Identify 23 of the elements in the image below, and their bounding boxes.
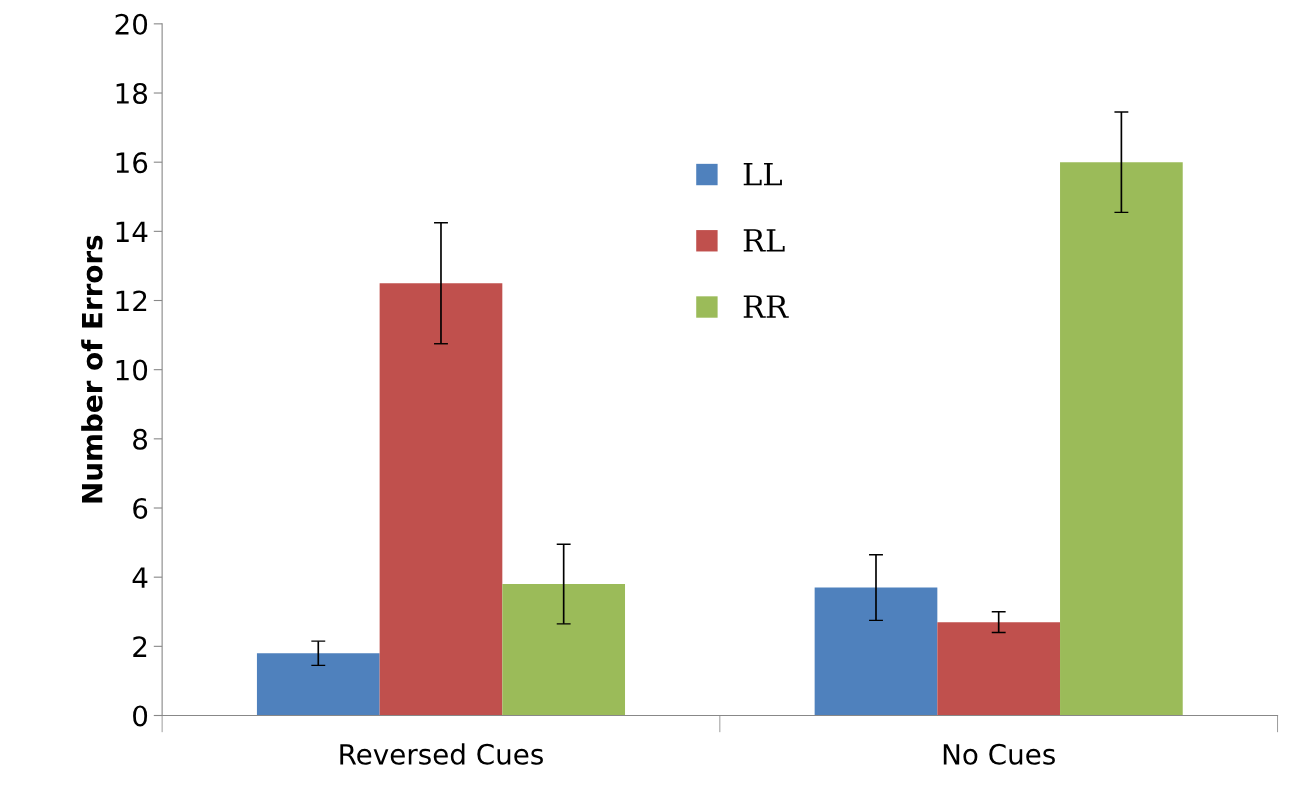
x-tick-label: No Cues bbox=[943, 743, 1055, 765]
y-tick-label: 4 bbox=[132, 567, 148, 588]
bar bbox=[502, 584, 626, 716]
y-tick-label: 18 bbox=[116, 82, 148, 104]
bar bbox=[937, 622, 1061, 716]
y-tick-label: 14 bbox=[116, 221, 148, 242]
y-tick-label: 20 bbox=[115, 13, 148, 35]
y-tick-label: 8 bbox=[133, 428, 148, 450]
y-tick-label: 16 bbox=[116, 152, 148, 174]
x-tick-label: Reversed Cues bbox=[340, 743, 543, 765]
bar bbox=[379, 283, 503, 716]
y-tick-label: 6 bbox=[133, 497, 148, 519]
bar bbox=[256, 653, 380, 716]
bar bbox=[814, 587, 938, 716]
y-tick-label: 0 bbox=[133, 705, 148, 727]
y-tick-label: 2 bbox=[133, 636, 147, 657]
legend-label: RR bbox=[743, 295, 789, 318]
y-tick-label: 12 bbox=[116, 290, 147, 312]
legend-label: RL bbox=[743, 229, 785, 252]
legend-label: LL bbox=[743, 162, 782, 186]
y-axis-title: Number of Errors bbox=[81, 235, 103, 503]
y-tick-label: 10 bbox=[116, 359, 148, 381]
bar bbox=[1060, 162, 1183, 716]
